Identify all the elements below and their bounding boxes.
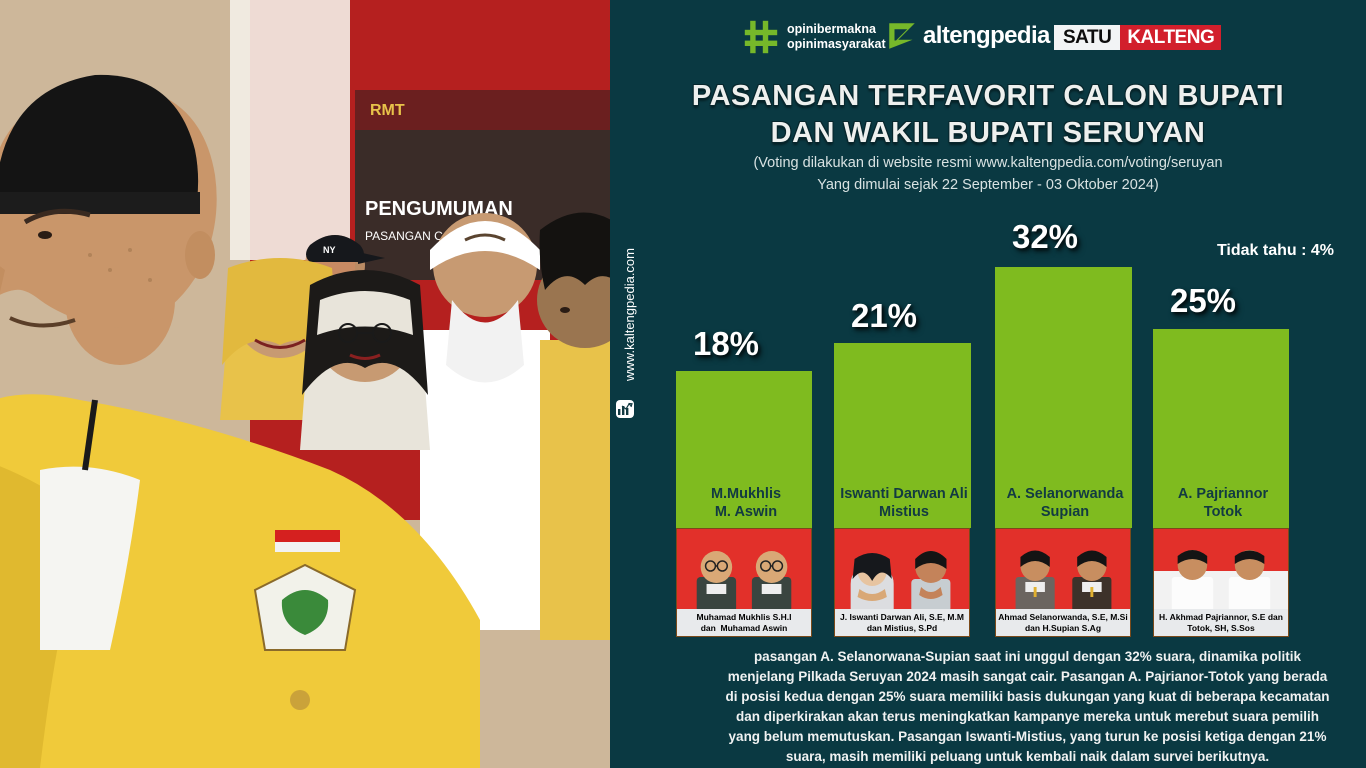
- svg-text:NY: NY: [323, 245, 336, 255]
- svg-text:RMT: RMT: [370, 102, 405, 119]
